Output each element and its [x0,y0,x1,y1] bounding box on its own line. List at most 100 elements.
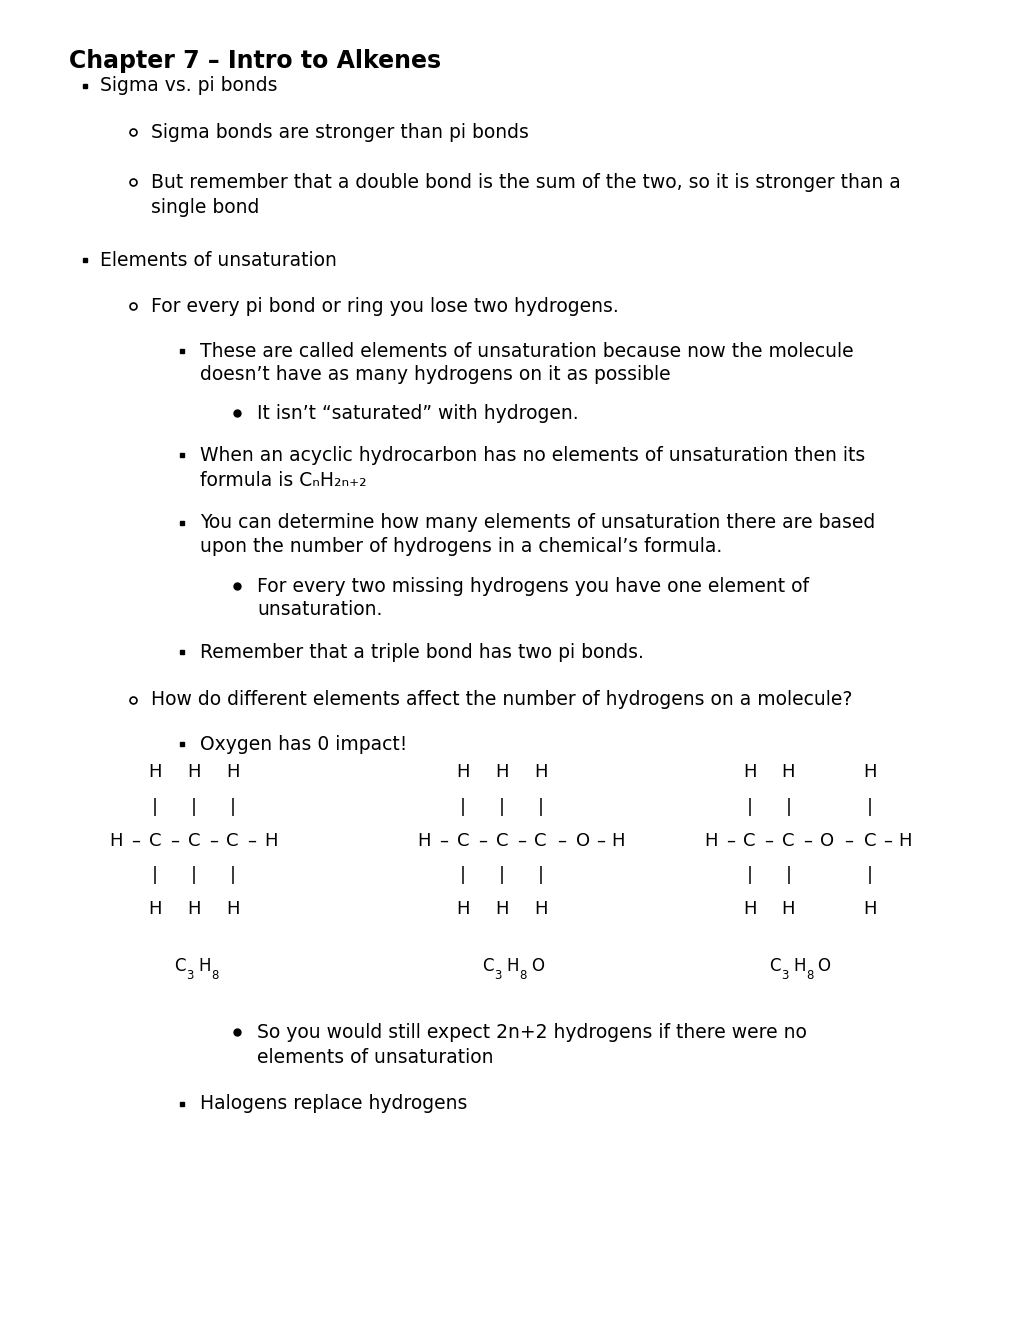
Text: 3: 3 [185,969,194,982]
Text: –: – [803,832,811,850]
Text: So you would still expect 2n+2 hydrogens if there were no: So you would still expect 2n+2 hydrogens… [257,1023,806,1041]
Text: formula is CₙH₂ₙ₊₂: formula is CₙH₂ₙ₊₂ [200,471,366,490]
Text: H: H [703,832,717,850]
Text: How do different elements affect the number of hydrogens on a molecule?: How do different elements affect the num… [151,690,852,709]
Text: C: C [187,832,200,850]
Text: Oxygen has 0 impact!: Oxygen has 0 impact! [200,735,407,754]
Text: H: H [494,900,508,919]
Text: –: – [478,832,486,850]
Text: H: H [610,832,625,850]
Text: H: H [455,900,470,919]
Text: H: H [742,900,756,919]
Text: O: O [576,832,590,850]
Text: H: H [225,900,239,919]
Text: H: H [109,832,123,850]
Text: –: – [170,832,178,850]
Text: –: – [764,832,772,850]
Text: C: C [482,957,493,975]
Text: –: – [595,832,604,850]
Text: H: H [455,763,470,781]
Text: H: H [533,763,547,781]
Text: These are called elements of unsaturation because now the molecule: These are called elements of unsaturatio… [200,342,853,360]
Text: |: | [191,797,197,816]
Text: –: – [248,832,256,850]
Text: –: – [517,832,525,850]
Text: –: – [209,832,217,850]
Text: |: | [746,866,752,884]
Text: |: | [229,866,235,884]
Text: doesn’t have as many hydrogens on it as possible: doesn’t have as many hydrogens on it as … [200,366,669,384]
Text: single bond: single bond [151,198,259,216]
Text: |: | [537,866,543,884]
Text: |: | [866,866,872,884]
Text: |: | [191,866,197,884]
Text: –: – [556,832,566,850]
Text: elements of unsaturation: elements of unsaturation [257,1048,493,1067]
Text: C: C [226,832,238,850]
Text: |: | [498,866,504,884]
Text: upon the number of hydrogens in a chemical’s formula.: upon the number of hydrogens in a chemic… [200,537,721,556]
Text: |: | [498,797,504,816]
Text: 3: 3 [493,969,501,982]
Text: H: H [862,763,875,781]
Text: O: O [530,957,543,975]
Text: –: – [726,832,734,850]
Text: 8: 8 [519,969,527,982]
Text: Sigma bonds are stronger than pi bonds: Sigma bonds are stronger than pi bonds [151,123,528,141]
Text: |: | [152,866,158,884]
Text: H: H [186,900,201,919]
Text: H: H [781,900,795,919]
Text: –: – [439,832,447,850]
Text: –: – [131,832,140,850]
Text: |: | [866,797,872,816]
Text: –: – [843,832,852,850]
Text: H: H [742,763,756,781]
Text: Sigma vs. pi bonds: Sigma vs. pi bonds [100,77,277,95]
Text: It isn’t “saturated” with hydrogen.: It isn’t “saturated” with hydrogen. [257,404,578,422]
Text: O: O [816,957,829,975]
Text: H: H [494,763,508,781]
Text: |: | [785,797,791,816]
Text: Chapter 7 – Intro to Alkenes: Chapter 7 – Intro to Alkenes [69,49,441,73]
Text: C: C [174,957,185,975]
Text: H: H [533,900,547,919]
Text: H: H [505,957,519,975]
Text: H: H [781,763,795,781]
Text: C: C [743,832,755,850]
Text: O: O [819,832,834,850]
Text: H: H [186,763,201,781]
Text: H: H [148,763,162,781]
Text: C: C [782,832,794,850]
Text: –: – [881,832,891,850]
Text: |: | [229,797,235,816]
Text: 8: 8 [805,969,813,982]
Text: H: H [792,957,805,975]
Text: C: C [534,832,546,850]
Text: But remember that a double bond is the sum of the two, so it is stronger than a: But remember that a double bond is the s… [151,173,900,191]
Text: |: | [460,866,466,884]
Text: |: | [460,797,466,816]
Text: H: H [417,832,431,850]
Text: |: | [746,797,752,816]
Text: For every two missing hydrogens you have one element of: For every two missing hydrogens you have… [257,577,808,595]
Text: |: | [537,797,543,816]
Text: You can determine how many elements of unsaturation there are based: You can determine how many elements of u… [200,513,874,532]
Text: unsaturation.: unsaturation. [257,601,382,619]
Text: Halogens replace hydrogens: Halogens replace hydrogens [200,1094,467,1113]
Text: For every pi bond or ring you lose two hydrogens.: For every pi bond or ring you lose two h… [151,297,619,315]
Text: Remember that a triple bond has two pi bonds.: Remember that a triple bond has two pi b… [200,643,643,661]
Text: |: | [152,797,158,816]
Text: H: H [264,832,278,850]
Text: 8: 8 [211,969,219,982]
Text: H: H [862,900,875,919]
Text: |: | [785,866,791,884]
Text: When an acyclic hydrocarbon has no elements of unsaturation then its: When an acyclic hydrocarbon has no eleme… [200,446,864,465]
Text: C: C [768,957,780,975]
Text: H: H [198,957,211,975]
Text: 3: 3 [780,969,788,982]
Text: C: C [149,832,161,850]
Text: C: C [457,832,469,850]
Text: H: H [148,900,162,919]
Text: H: H [897,832,911,850]
Text: C: C [863,832,875,850]
